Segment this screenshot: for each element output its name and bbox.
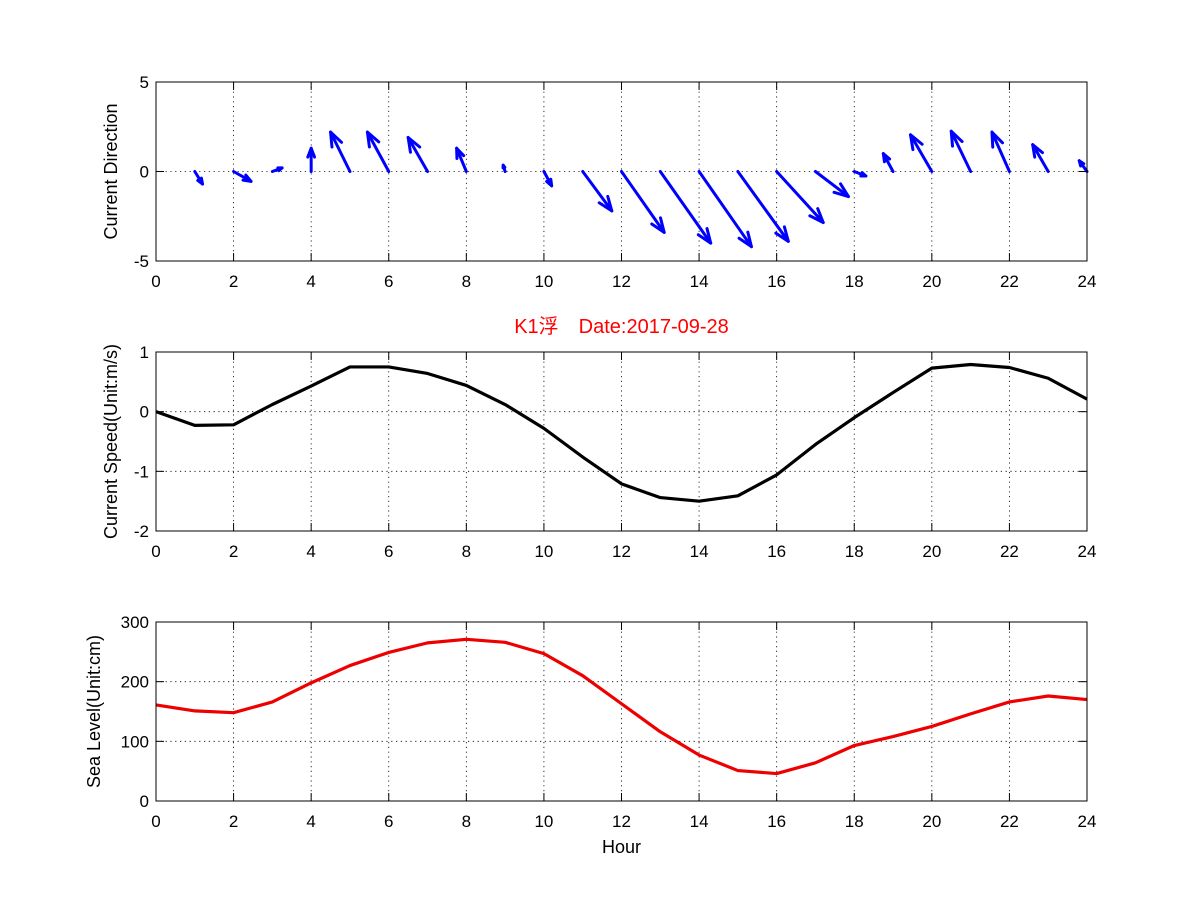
y-tick-label: -5 <box>134 252 149 271</box>
chart-title: K1浮 Date:2017-09-28 <box>514 315 729 338</box>
quiver-arrow <box>1031 143 1050 173</box>
x-tick-label: 0 <box>151 812 160 831</box>
x-tick-label: 16 <box>767 272 786 291</box>
y-tick-label: 5 <box>140 73 149 92</box>
current-speed-series <box>155 362 1088 503</box>
x-tick-label: 2 <box>229 272 238 291</box>
quiver-arrow <box>193 170 205 186</box>
x-tick-label: 24 <box>1078 812 1097 831</box>
quiver-arrow <box>775 170 825 225</box>
x-tick-label: 14 <box>690 542 709 561</box>
hour-xlabel: Hour <box>602 837 641 857</box>
x-tick-label: 0 <box>151 272 160 291</box>
x-tick-label: 10 <box>534 542 553 561</box>
x-tick-label: 24 <box>1078 542 1097 561</box>
current-speed-subplot: K1浮 Date:2017-09-28 0 2 4 6 8 10 12 14 16 18 20 22 2… <box>101 315 1096 561</box>
current-direction-ylabel: Current Direction <box>101 103 121 239</box>
quiver-arrow <box>455 146 468 173</box>
current-speed-grid <box>156 352 1087 531</box>
x-tick-label: 18 <box>845 542 864 561</box>
current-direction-grid <box>156 82 1087 261</box>
quiver-arrow <box>881 152 895 173</box>
sea-level-series <box>155 637 1088 776</box>
x-tick-label: 4 <box>306 272 315 291</box>
y-tick-label: -2 <box>134 522 149 541</box>
quiver-arrow <box>990 130 1011 173</box>
x-tick-label: 20 <box>922 542 941 561</box>
x-tick-label: 6 <box>384 272 393 291</box>
y-tick-label: 1 <box>140 343 149 362</box>
x-tick-label: 16 <box>767 542 786 561</box>
quiver-arrow <box>813 170 850 199</box>
x-tick-label: 2 <box>229 542 238 561</box>
x-tick-label: 4 <box>306 812 315 831</box>
y-tick-label: 300 <box>121 613 149 632</box>
current-direction-ticks: 0 2 4 6 8 10 12 14 16 18 20 22 24-505 <box>134 73 1097 291</box>
x-tick-label: 10 <box>534 272 553 291</box>
current-speed-ylabel: Current Speed(Unit:m/s) <box>101 344 121 539</box>
x-tick-label: 12 <box>612 542 631 561</box>
current-direction-subplot: 0 2 4 6 8 10 12 14 16 18 20 22 24-505 Current Direct… <box>101 73 1096 291</box>
y-tick-label: -1 <box>134 462 149 481</box>
x-tick-label: 8 <box>462 272 471 291</box>
x-tick-label: 14 <box>690 272 709 291</box>
quiver-arrow <box>658 170 713 245</box>
y-tick-label: 0 <box>140 403 149 422</box>
quiver-arrow <box>697 170 753 249</box>
x-tick-label: 10 <box>534 812 553 831</box>
quiver-arrow <box>620 170 666 234</box>
series-line <box>155 637 1088 776</box>
x-tick-label: 0 <box>151 542 160 561</box>
x-tick-label: 20 <box>922 272 941 291</box>
quiver-arrow <box>852 170 868 178</box>
quiver-arrow <box>736 170 790 243</box>
series-line <box>155 362 1088 503</box>
x-tick-label: 22 <box>1000 542 1019 561</box>
quiver-arrow <box>406 135 430 173</box>
x-tick-label: 12 <box>612 812 631 831</box>
quiver-arrow <box>542 170 554 188</box>
quiver-arrow <box>365 130 391 173</box>
quiver-arrow <box>1077 159 1089 173</box>
quiver-arrow <box>949 129 973 173</box>
y-tick-label: 200 <box>121 673 149 692</box>
x-tick-label: 6 <box>384 542 393 561</box>
x-tick-label: 2 <box>229 812 238 831</box>
x-tick-label: 22 <box>1000 272 1019 291</box>
x-tick-label: 18 <box>845 272 864 291</box>
x-tick-label: 24 <box>1078 272 1097 291</box>
x-tick-label: 18 <box>845 812 864 831</box>
x-tick-label: 22 <box>1000 812 1019 831</box>
x-tick-label: 16 <box>767 812 786 831</box>
quiver-arrow <box>232 170 253 183</box>
quiver-arrow <box>501 163 507 173</box>
sea-level-ylabel: Sea Level(Unit:cm) <box>84 635 104 788</box>
current-direction-arrows <box>193 129 1089 249</box>
current-speed-ticks: 0 2 4 6 8 10 12 14 16 18 20 22 24-2-101 <box>134 343 1097 561</box>
y-tick-label: 100 <box>121 732 149 751</box>
x-tick-label: 14 <box>690 812 709 831</box>
y-tick-label: 0 <box>140 163 149 182</box>
quiver-arrow <box>270 166 284 173</box>
quiver-arrow <box>581 170 614 213</box>
x-tick-label: 6 <box>384 812 393 831</box>
x-tick-label: 4 <box>306 542 315 561</box>
quiver-arrow <box>329 130 352 173</box>
quiver-arrow <box>908 133 934 173</box>
x-tick-label: 12 <box>612 272 631 291</box>
x-tick-label: 20 <box>922 812 941 831</box>
y-tick-label: 0 <box>140 792 149 811</box>
quiver-arrow <box>306 146 317 173</box>
x-tick-label: 8 <box>462 812 471 831</box>
x-tick-label: 8 <box>462 542 471 561</box>
